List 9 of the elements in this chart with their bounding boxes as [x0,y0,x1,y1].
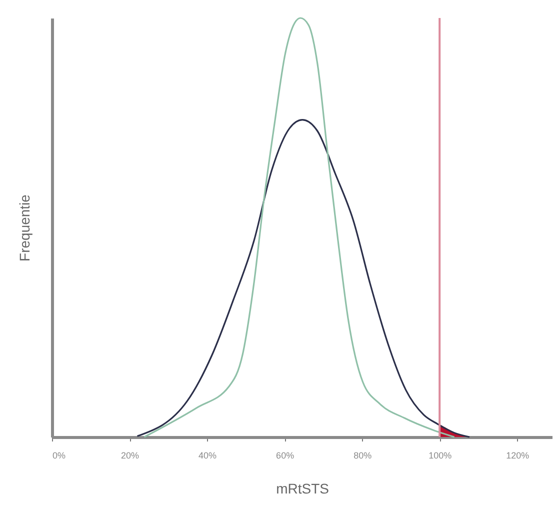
y-axis-title: Frequentie [16,194,32,262]
x-tick-label: 40% [198,450,217,460]
x-tick-label: 80% [354,450,372,460]
x-axis-title: mRtSTS [276,480,329,496]
x-tick-label: 20% [121,450,140,460]
x-tick-label: 0% [52,450,66,460]
x-tick-label: 120% [506,450,530,460]
x-tick-label: 100% [428,450,452,460]
x-tick-label: 60% [276,450,294,460]
